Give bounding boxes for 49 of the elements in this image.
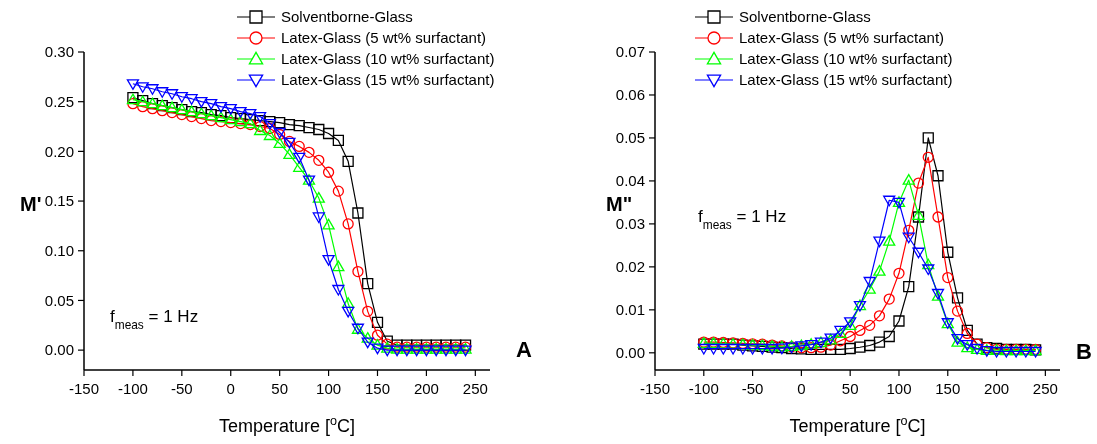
legend-label: Latex-Glass (10 wt% surfactant) <box>739 50 953 68</box>
y-tick-label: 0.00 <box>44 341 74 359</box>
x-tick-label: 250 <box>462 380 488 397</box>
text: B <box>1076 339 1092 364</box>
y-tick-label: 0.30 <box>44 43 74 61</box>
y-tick-label: 0.01 <box>615 301 645 319</box>
x-tick-label: -50 <box>170 380 193 397</box>
x-tick-label: 50 <box>841 380 859 397</box>
x-tick-label: 0 <box>226 380 235 397</box>
x-tick-label: -50 <box>741 380 764 397</box>
y-tick-label: 0.25 <box>44 92 74 110</box>
x-axis-title: Temperature [$^{o}$C] <box>218 414 356 436</box>
legend-label: Latex-Glass (15 wt% surfactant) <box>739 71 953 89</box>
legend-label: Latex-Glass (5 wt% surfactant) <box>739 29 945 47</box>
legend-label: Latex-Glass (10 wt% surfactant) <box>281 50 495 68</box>
y-axis-title: M" <box>606 193 633 215</box>
x-tick-label: -150 <box>68 380 100 397</box>
legend-label: Solventborne-Glass <box>739 8 871 26</box>
y-tick-label: 0.05 <box>44 291 74 309</box>
y-tick-label: 0.07 <box>615 43 645 61</box>
y-tick-label: 0.05 <box>615 129 645 147</box>
x-tick-label: 200 <box>984 380 1010 397</box>
x-tick-label: 150 <box>935 380 961 397</box>
y-tick-label: 0.06 <box>615 86 645 104</box>
y-axis-title: M' <box>20 193 42 215</box>
x-axis-title: Temperature [$^{o}$C] <box>789 414 926 436</box>
annotation: f$_{meas}$ = 1 Hz <box>698 207 787 232</box>
x-tick-label: -100 <box>117 380 148 397</box>
x-tick-label: 250 <box>1032 380 1058 397</box>
x-tick-label: 0 <box>797 380 806 397</box>
x-tick-label: -100 <box>688 380 719 397</box>
x-tick-label: -150 <box>639 380 671 397</box>
y-tick-label: 0.00 <box>615 344 645 362</box>
x-tick-label: 100 <box>886 380 912 397</box>
y-tick-label: 0.20 <box>44 142 74 160</box>
text: A <box>516 337 532 362</box>
legend-label: Latex-Glass (5 wt% surfactant) <box>281 29 487 47</box>
annotation: f$_{meas}$ = 1 Hz <box>110 307 199 332</box>
x-tick-label: 200 <box>413 380 439 397</box>
y-tick-label: 0.04 <box>615 172 645 190</box>
x-tick-label: 100 <box>316 380 342 397</box>
legend-label: Solventborne-Glass <box>281 8 413 26</box>
y-tick-label: 0.03 <box>615 215 645 233</box>
y-tick-label: 0.02 <box>615 258 645 276</box>
x-tick-label: 50 <box>271 380 289 397</box>
y-tick-label: 0.15 <box>44 192 74 210</box>
x-tick-label: 150 <box>364 380 391 397</box>
legend-label: Latex-Glass (15 wt% surfactant) <box>281 71 495 89</box>
y-tick-label: 0.10 <box>44 242 74 259</box>
